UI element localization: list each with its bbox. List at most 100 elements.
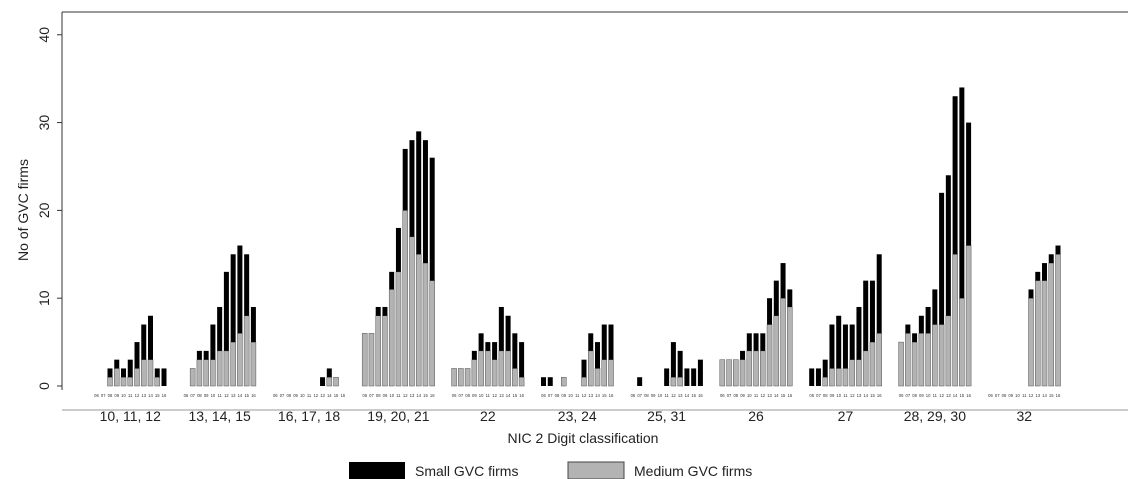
bar-small <box>512 333 518 369</box>
bar-small <box>1028 289 1034 299</box>
bar-medium <box>780 297 786 387</box>
year-tick-label: 14 <box>327 393 332 398</box>
bar-small <box>1042 263 1047 281</box>
year-tick-label: 07 <box>190 393 195 398</box>
year-tick-label: 13 <box>588 393 593 398</box>
y-tick-label: 40 <box>36 27 52 43</box>
year-tick-label: 10 <box>479 393 484 398</box>
bar-small <box>223 271 229 351</box>
bar-small <box>326 368 332 378</box>
bar-medium <box>333 376 339 387</box>
bar-small <box>519 342 525 378</box>
bar-medium <box>216 350 223 387</box>
year-tick-label: 14 <box>863 393 868 398</box>
year-tick-label: 11 <box>128 393 133 398</box>
bar-medium <box>429 280 435 387</box>
year-tick-label: 08 <box>555 393 560 398</box>
bar-medium <box>154 376 160 387</box>
group-tick-label: 16, 17, 18 <box>278 408 340 424</box>
bar-medium <box>189 368 196 387</box>
year-tick-label: 10 <box>836 393 841 398</box>
bar-small <box>498 306 504 351</box>
year-tick-label: 14 <box>1042 393 1047 398</box>
bar-small <box>107 368 113 378</box>
year-tick-label: 12 <box>850 393 855 398</box>
year-tick-label: 11 <box>933 393 938 398</box>
year-tick-label: 07 <box>995 393 1000 398</box>
year-tick-label: 09 <box>293 393 298 398</box>
bar-small <box>416 131 422 255</box>
year-tick-label: 11 <box>843 393 848 398</box>
bar-medium <box>965 245 972 387</box>
bar-medium <box>733 359 739 387</box>
year-tick-label: 10 <box>1015 393 1020 398</box>
bar-medium <box>787 306 793 387</box>
bar-small <box>375 306 381 316</box>
year-tick-label: 13 <box>767 393 772 398</box>
bar-medium <box>223 350 230 387</box>
bar-medium <box>361 333 368 387</box>
bar-medium <box>911 341 918 387</box>
year-tick-label: 13 <box>857 393 862 398</box>
year-tick-label: 12 <box>135 393 140 398</box>
bar-medium <box>478 350 484 387</box>
plot-area <box>107 87 1061 387</box>
bar-medium <box>561 376 567 387</box>
bar-medium <box>498 350 505 387</box>
bar-medium <box>1028 297 1034 387</box>
year-tick-label: 08 <box>197 393 202 398</box>
year-tick-label: 15 <box>244 393 249 398</box>
bar-medium <box>608 359 614 387</box>
legend: Small GVC firms Medium GVC firms <box>349 461 752 479</box>
year-tick-label: 16 <box>519 393 524 398</box>
bar-small <box>952 96 958 255</box>
year-tick-label: 13 <box>231 393 236 398</box>
y-axis-label: No of GVC firms <box>15 159 31 261</box>
bar-small <box>822 359 828 378</box>
bar-medium <box>375 315 381 387</box>
group-tick-label: 26 <box>748 408 764 424</box>
bar-small <box>856 306 862 360</box>
year-tick-label: 15 <box>1049 393 1054 398</box>
bar-medium <box>952 254 958 387</box>
year-tick-label: 13 <box>1035 393 1040 398</box>
year-tick-label: 07 <box>906 393 911 398</box>
bar-small <box>767 298 773 325</box>
year-tick-label: 07 <box>816 393 821 398</box>
year-tick-label: 11 <box>217 393 222 398</box>
bar-medium <box>876 333 882 387</box>
year-tick-label: 10 <box>747 393 752 398</box>
bar-medium <box>422 262 429 387</box>
bar-medium <box>869 341 876 387</box>
bar-small <box>836 315 842 369</box>
bar-medium <box>120 376 127 387</box>
bar-small <box>697 359 703 386</box>
year-tick-label: 08 <box>912 393 917 398</box>
bar-medium <box>114 368 120 387</box>
bar-medium <box>505 350 511 387</box>
bar-small <box>684 368 690 386</box>
bar-small <box>409 140 415 237</box>
year-tick-label: 10 <box>926 393 931 398</box>
bar-medium <box>395 271 402 387</box>
year-tick-label: 12 <box>313 393 318 398</box>
year-tick-label: 09 <box>919 393 924 398</box>
bar-medium <box>588 350 594 387</box>
bar-small <box>121 368 126 378</box>
bar-medium <box>760 350 766 387</box>
bar-medium <box>147 359 154 387</box>
bar-medium <box>402 210 408 387</box>
bar-small <box>244 254 250 316</box>
year-tick-label: 13 <box>678 393 683 398</box>
year-tick-label: 10 <box>300 393 305 398</box>
bar-medium <box>196 359 203 387</box>
legend-label-small: Small GVC firms <box>415 463 518 479</box>
year-tick-label: 15 <box>870 393 875 398</box>
bar-small <box>780 263 786 299</box>
bar-small <box>422 140 428 264</box>
bar-medium <box>959 297 965 387</box>
bar-small <box>869 280 875 343</box>
bar-medium <box>726 359 732 387</box>
bar-small <box>939 192 945 325</box>
